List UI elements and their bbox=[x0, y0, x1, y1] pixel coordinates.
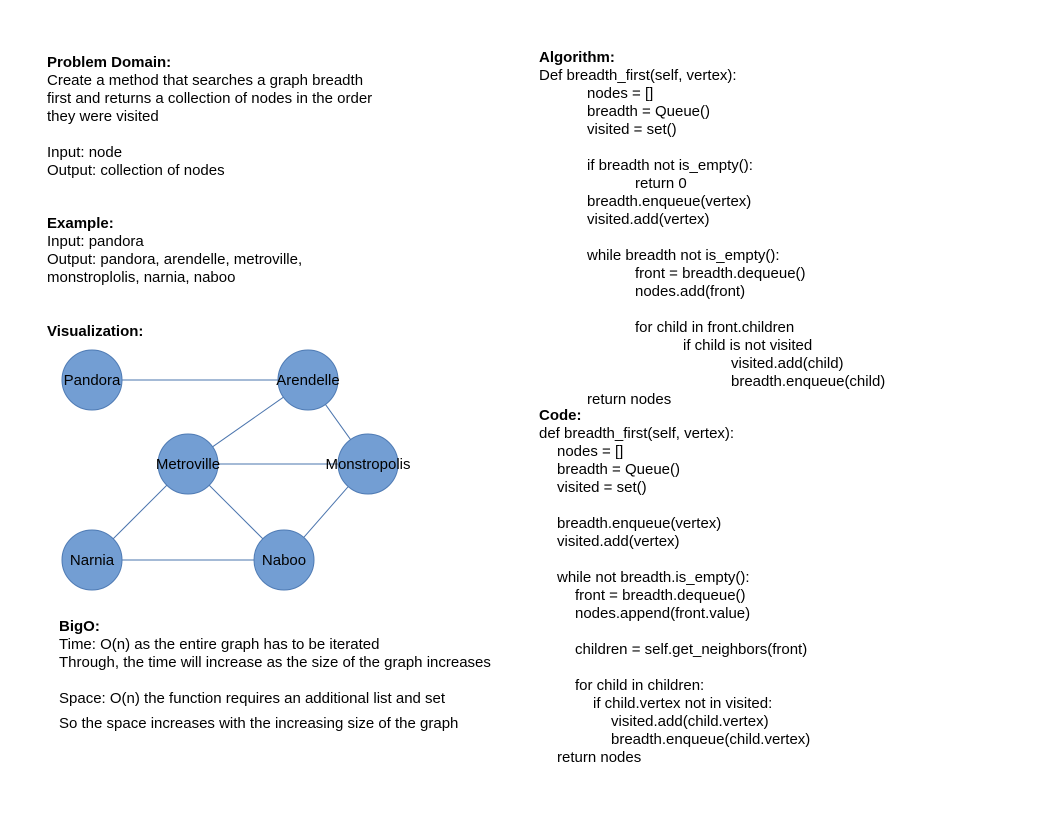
problem-line: they were visited bbox=[47, 108, 159, 125]
problem-line: Input: node bbox=[47, 144, 123, 161]
node-label: Naboo bbox=[262, 552, 306, 569]
bigo-line: So the space increases with the increasi… bbox=[59, 715, 459, 732]
bigo-heading: BigO: bbox=[59, 618, 100, 635]
node-circle bbox=[61, 349, 123, 411]
bigo-line: Space: O(n) the function requires an add… bbox=[59, 690, 446, 707]
node-label: Narnia bbox=[70, 552, 115, 569]
code-line: children = self.get_neighbors(front) bbox=[575, 641, 808, 658]
visualization-heading: Visualization: bbox=[47, 323, 144, 340]
node-metroville: Metroville bbox=[156, 433, 220, 495]
algorithm-line: return nodes bbox=[587, 391, 672, 408]
example-line: Output: pandora, arendelle, metroville, bbox=[47, 251, 303, 268]
code-line: if child.vertex not in visited: bbox=[593, 695, 773, 712]
edge-monstropolis-naboo bbox=[303, 486, 349, 538]
code-line: while not breadth.is_empty(): bbox=[557, 569, 750, 586]
code-line: visited.add(vertex) bbox=[557, 533, 680, 550]
edge-metroville-narnia bbox=[112, 484, 168, 540]
example-heading: Example: bbox=[47, 215, 114, 232]
node-circle bbox=[253, 529, 315, 591]
algorithm-line: visited.add(vertex) bbox=[587, 211, 710, 228]
node-label: Monstropolis bbox=[325, 456, 410, 473]
node-circle bbox=[157, 433, 219, 495]
node-arendelle: Arendelle bbox=[276, 349, 340, 411]
bigo-line: Through, the time will increase as the s… bbox=[59, 654, 491, 671]
code-heading: Code: bbox=[539, 407, 582, 424]
code-line: nodes = [] bbox=[557, 443, 624, 460]
node-label: Pandora bbox=[64, 372, 121, 389]
algorithm-line: visited.add(child) bbox=[731, 355, 844, 372]
node-label: Arendelle bbox=[276, 372, 339, 389]
code-line: for child in children: bbox=[575, 677, 705, 694]
code-line: visited.add(child.vertex) bbox=[611, 713, 769, 730]
node-narnia: Narnia bbox=[61, 529, 123, 591]
code-line: nodes.append(front.value) bbox=[575, 605, 751, 622]
code-line: return nodes bbox=[557, 749, 642, 766]
code-line: def breadth_first(self, vertex): bbox=[539, 425, 735, 442]
code-line: visited = set() bbox=[557, 479, 647, 496]
node-circle bbox=[277, 349, 339, 411]
node-monstropolis: Monstropolis bbox=[325, 433, 411, 495]
algorithm-line: visited = set() bbox=[587, 121, 677, 138]
edge-arendelle-monstropolis bbox=[325, 404, 351, 440]
code-line: breadth = Queue() bbox=[557, 461, 680, 478]
example-line: monstroplolis, narnia, naboo bbox=[47, 269, 236, 286]
problem-line: Output: collection of nodes bbox=[47, 162, 225, 179]
example-line: Input: pandora bbox=[47, 233, 144, 250]
problem-line: first and returns a collection of nodes … bbox=[47, 90, 373, 107]
algorithm-line: breadth.enqueue(vertex) bbox=[587, 193, 752, 210]
edge-arendelle-metroville bbox=[212, 396, 284, 448]
algorithm-heading: Algorithm: bbox=[539, 49, 615, 66]
graph-nodes: Pandora Arendelle Metroville Monstropolis Na… bbox=[61, 349, 411, 591]
algorithm-line: Def breadth_first(self, vertex): bbox=[539, 67, 737, 84]
algorithm-line: if child is not visited bbox=[683, 337, 813, 354]
bigo-line: Time: O(n) as the entire graph has to be… bbox=[59, 636, 380, 653]
node-label: Metroville bbox=[156, 456, 220, 473]
algorithm-line: for child in front.children bbox=[635, 319, 795, 336]
algorithm-line: breadth.enqueue(child) bbox=[731, 373, 886, 390]
node-circle bbox=[61, 529, 123, 591]
algorithm-line: breadth = Queue() bbox=[587, 103, 710, 120]
code-line: breadth.enqueue(child.vertex) bbox=[611, 731, 811, 748]
node-pandora: Pandora bbox=[61, 349, 123, 411]
code-line: breadth.enqueue(vertex) bbox=[557, 515, 722, 532]
problem-domain-heading: Problem Domain: bbox=[47, 54, 172, 71]
node-circle bbox=[337, 433, 399, 495]
node-naboo: Naboo bbox=[253, 529, 315, 591]
edge-metroville-naboo bbox=[208, 484, 264, 540]
algorithm-line: nodes = [] bbox=[587, 85, 654, 102]
algorithm-line: nodes.add(front) bbox=[635, 283, 746, 300]
algorithm-line: front = breadth.dequeue() bbox=[635, 265, 806, 282]
algorithm-line: if breadth not is_empty(): bbox=[587, 157, 753, 174]
problem-line: Create a method that searches a graph br… bbox=[47, 72, 364, 89]
graph-edges bbox=[112, 379, 351, 561]
algorithm-line: while breadth not is_empty(): bbox=[587, 247, 780, 264]
code-line: front = breadth.dequeue() bbox=[575, 587, 746, 604]
algorithm-line: return 0 bbox=[635, 175, 687, 192]
